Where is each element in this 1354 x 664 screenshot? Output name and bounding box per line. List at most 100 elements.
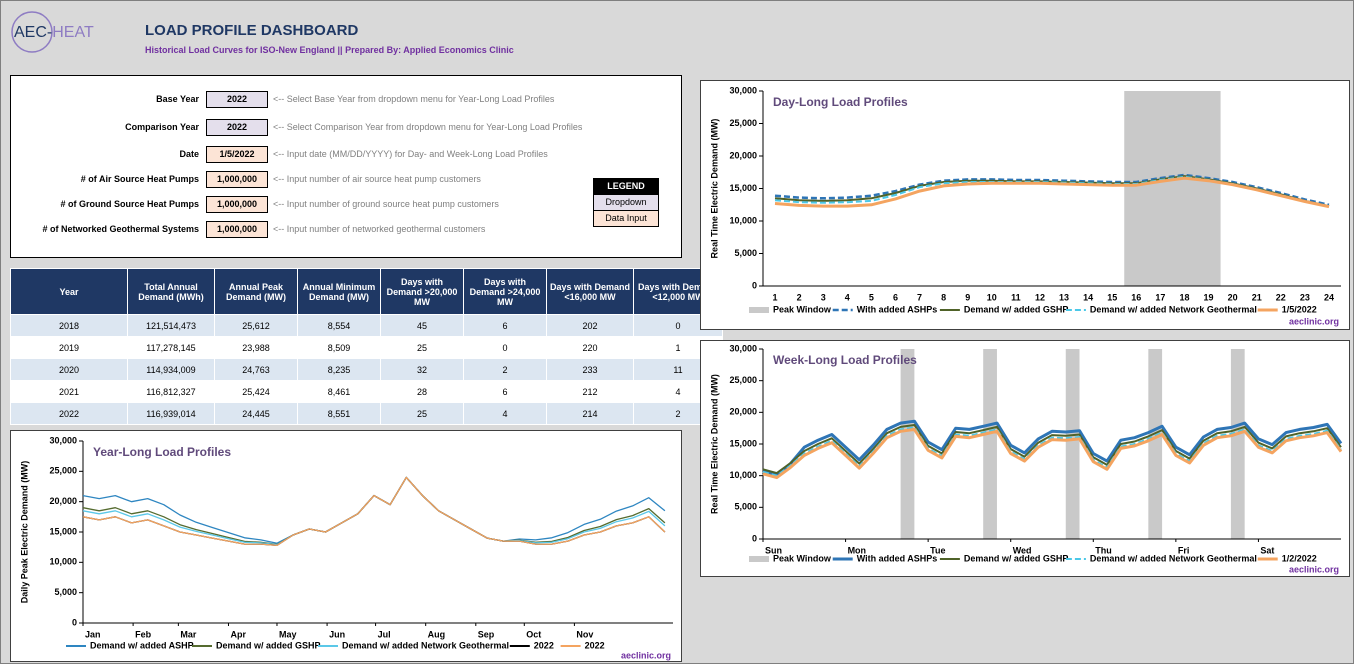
table-row: 2020 114,934,009 24,763 8,235 32 2 233 11 [10,358,723,381]
chart-footer: aeclinic.org [621,650,671,660]
legend-item: Dropdown [594,194,658,210]
series-line [774,176,1330,209]
x-tick-label: Aug [428,629,446,639]
x-tick-label: 10 [987,292,997,302]
y-tick-label: 5,000 [54,587,77,597]
x-tick-label: 2 [797,292,802,302]
peak-window [1124,91,1221,286]
table-cell: 0 [463,336,547,359]
x-tick-label: 7 [917,292,922,302]
legend-label: 1/2/2022 [1282,553,1317,563]
legend-item: Data Input [594,210,658,226]
x-tick-label: Sep [478,629,495,639]
summary-table: Year Total Annual Demand (MWh) Annual Peak… [10,268,723,425]
peak-window [1230,349,1245,539]
x-tick-label: Jan [85,629,101,639]
x-tick-label: 1 [773,292,778,302]
legend-swatch [749,307,769,313]
input-legend: LEGEND Dropdown Data Input [593,178,659,227]
x-tick-label: Tue [930,545,945,555]
chart-footer: aeclinic.org [1289,316,1339,326]
input-box: 1,000,000 [206,196,268,213]
legend-title: LEGEND [594,179,658,194]
input-label: Base Year [156,94,199,104]
table-cell: 2021 [10,380,128,403]
input-label: # of Ground Source Heat Pumps [60,199,199,209]
legend-label: With added ASHPs [857,553,938,563]
table-cell: 2022 [10,402,128,425]
table-row: 2021 116,812,327 25,424 8,461 28 6 212 4 [10,380,723,403]
legend-label: 2022 [585,640,605,650]
legend-label: Peak Window [773,304,832,314]
x-tick-label: May [279,629,297,639]
x-tick-label: 24 [1324,292,1334,302]
column-header: Total Annual Demand (MWh) [127,268,215,315]
chart-title: Year-Long Load Profiles [93,445,231,459]
legend-swatch [749,556,769,562]
y-tick-label: 25,000 [729,118,757,128]
table-cell: 202 [546,314,634,337]
x-tick-label: Sun [765,545,782,555]
x-tick-label: 23 [1300,292,1310,302]
legend-label: Demand w/ added Network Geothermal [1090,304,1257,314]
input-box: 1,000,000 [206,221,268,238]
x-tick-label: 15 [1107,292,1117,302]
legend-label: With added ASHPs [857,304,938,314]
table-cell: 2 [463,358,547,381]
x-tick-label: 21 [1252,292,1262,302]
y-axis-label: Real Time Electric Demand (MW) [709,374,719,514]
week-chart: 0 5,000 10,000 15,000 20,000 25,000 30,000 Sun M… [700,340,1350,577]
table-cell: 8,554 [297,314,381,337]
year-chart: 0 5,000 10,000 15,000 20,000 25,000 30,000 Jan F… [10,430,682,662]
peak-window [900,349,915,539]
series-line [774,173,1330,207]
table-body: 2018 121,514,473 25,612 8,554 45 6 202 0 2019 117… [10,314,723,425]
x-tick-label: Sat [1260,545,1274,555]
y-tick-label: 0 [752,280,757,290]
y-tick-label: 20,000 [729,150,757,160]
y-tick-label: 25,000 [49,466,77,476]
y-tick-label: 10,000 [729,215,757,225]
y-tick-label: 20,000 [49,496,77,506]
y-tick-label: 5,000 [734,248,757,258]
chart-title: Day-Long Load Profiles [773,95,908,109]
column-header: Days with Demand <16,000 MW [546,268,634,315]
peak-window [1065,349,1080,539]
x-tick-label: Mar [180,629,197,639]
series-line [762,427,1343,480]
peak-window [1148,349,1163,539]
x-tick-label: 12 [1035,292,1045,302]
table-cell: 117,278,145 [127,336,215,359]
table-cell: 25,424 [214,380,298,403]
y-axis-label: Daily Peak Electric Demand (MW) [19,461,29,604]
x-tick-label: Jul [378,629,391,639]
logo-ring [11,11,53,53]
series-line [82,476,666,546]
x-tick-label: Nov [576,629,593,639]
table-cell: 8,235 [297,358,381,381]
chart-title: Week-Long Load Profiles [773,353,917,367]
input-panel: LEGEND Dropdown Data Input Base Year 2022 <… [10,75,682,258]
x-tick-label: Mon [848,545,867,555]
input-hint: <-- Select Comparison Year from dropdown… [273,122,583,132]
x-tick-label: Fri [1178,545,1190,555]
peak-window [983,349,997,539]
y-axis-label: Real Time Electric Demand (MW) [709,119,719,259]
table-cell: 121,514,473 [127,314,215,337]
y-tick-label: 30,000 [729,343,757,353]
column-header: Days with Demand >24,000 MW [463,268,547,315]
input-row: # of Networked Geothermal Systems 1,000,0… [11,221,681,239]
table-cell: 233 [546,358,634,381]
column-header: Year [10,268,128,315]
input-box: 1/5/2022 [206,146,268,163]
table-cell: 8,509 [297,336,381,359]
x-tick-label: 17 [1155,292,1165,302]
input-box: 2022 [206,119,268,136]
table-row: 2022 116,939,014 24,445 8,551 25 4 214 2 [10,402,723,425]
table-row: 2018 121,514,473 25,612 8,554 45 6 202 0 [10,314,723,337]
table-cell: 25,612 [214,314,298,337]
y-tick-label: 0 [72,617,77,627]
logo: AEC-HEAT [11,11,94,53]
y-tick-label: 15,000 [729,438,757,448]
legend-label: Demand w/ added GSHP [216,640,321,650]
